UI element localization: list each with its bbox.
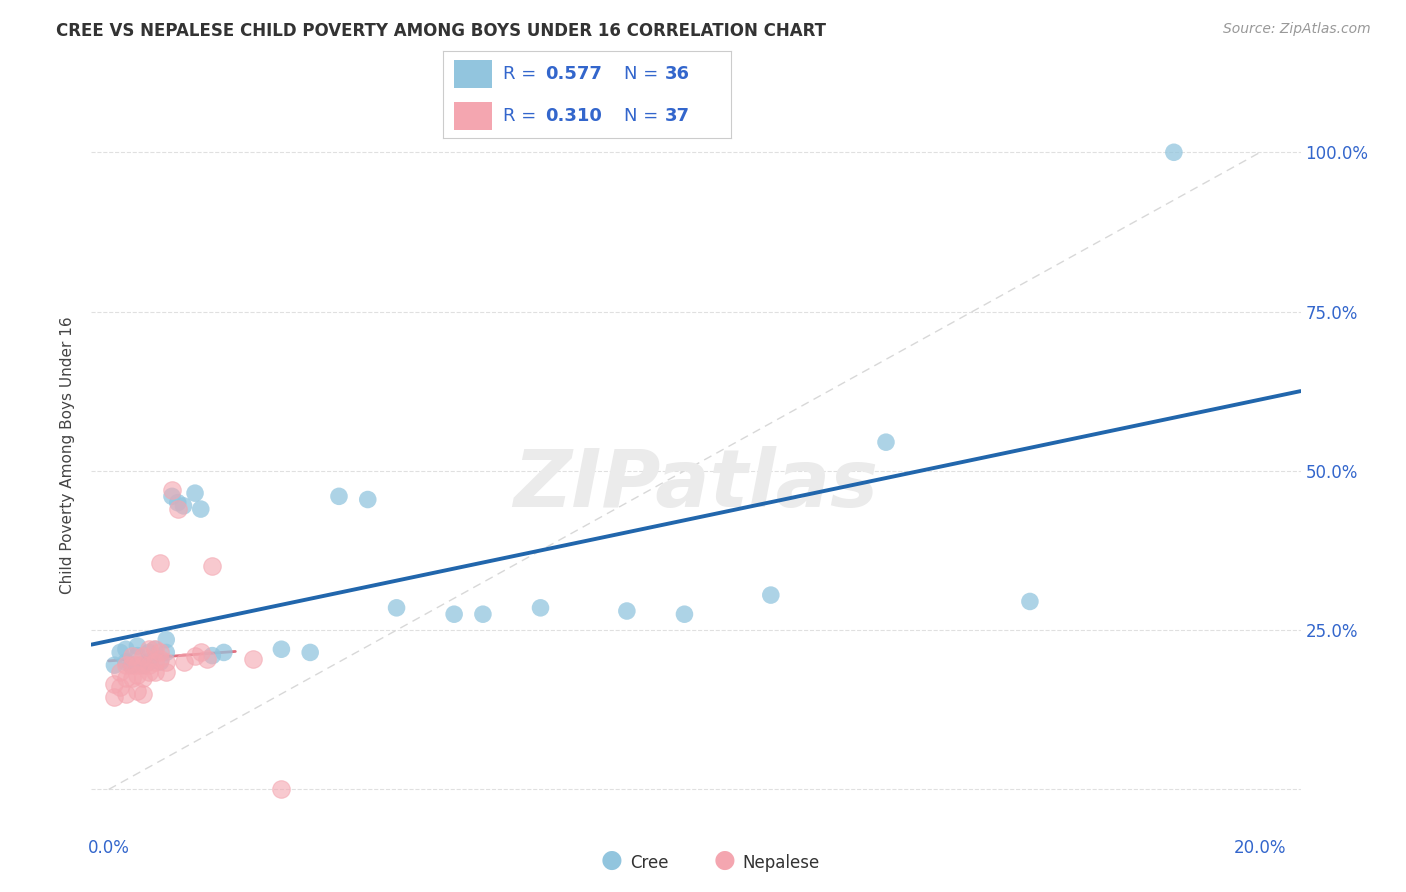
Point (160, 489, 183, 503)
Point (149, 645, 172, 659)
Point (190, 502, 212, 516)
Text: CREE VS NEPALESE CHILD POVERTY AMONG BOYS UNDER 16 CORRELATION CHART: CREE VS NEPALESE CHILD POVERTY AMONG BOY… (56, 22, 827, 40)
Point (143, 665, 166, 679)
Point (184, 486, 207, 500)
Point (212, 645, 235, 659)
Point (132, 687, 155, 701)
Point (121, 658, 143, 673)
Point (138, 645, 160, 659)
Point (155, 645, 177, 659)
Text: ●: ● (600, 848, 623, 872)
Text: ZIPatlas: ZIPatlas (513, 446, 879, 524)
Point (173, 655, 195, 669)
Point (357, 492, 380, 507)
Point (138, 642, 160, 657)
Point (616, 604, 638, 618)
Point (1163, 145, 1185, 160)
Point (270, 642, 292, 657)
Point (173, 499, 195, 513)
Point (160, 483, 183, 497)
Point (127, 658, 149, 673)
Point (115, 655, 138, 669)
Text: 0.310: 0.310 (546, 106, 602, 125)
Point (138, 665, 160, 679)
Point (195, 652, 218, 666)
Point (242, 652, 264, 666)
Text: ●: ● (713, 848, 735, 872)
Point (270, 782, 292, 797)
Point (1019, 594, 1042, 608)
Point (121, 658, 143, 673)
Text: R =: R = (503, 64, 543, 83)
Point (127, 639, 149, 653)
Point (201, 648, 224, 663)
Point (166, 502, 188, 516)
Point (155, 632, 177, 647)
Y-axis label: Child Poverty Among Boys Under 16: Child Poverty Among Boys Under 16 (60, 316, 76, 594)
Text: N =: N = (624, 64, 665, 83)
Point (138, 655, 160, 669)
Text: R =: R = (503, 106, 543, 125)
Point (190, 645, 212, 659)
Point (127, 667, 149, 681)
Text: Nepalese: Nepalese (742, 855, 820, 872)
Point (143, 642, 166, 657)
Point (115, 671, 138, 685)
Point (103, 658, 125, 673)
Bar (454, 102, 492, 129)
Point (149, 556, 172, 570)
Point (149, 655, 172, 669)
Point (299, 645, 322, 659)
Point (471, 607, 494, 622)
Point (385, 600, 408, 615)
Point (132, 671, 155, 685)
Text: 37: 37 (665, 106, 690, 125)
Point (155, 655, 177, 669)
Point (121, 658, 143, 673)
Bar (454, 60, 492, 87)
Point (328, 489, 350, 503)
Point (108, 665, 131, 679)
Point (115, 687, 138, 701)
Point (132, 648, 155, 663)
Text: N =: N = (624, 106, 665, 125)
Point (108, 645, 131, 659)
Point (149, 652, 172, 666)
Point (529, 600, 551, 615)
Point (108, 681, 131, 695)
Point (166, 496, 188, 510)
Point (127, 648, 149, 663)
Point (201, 559, 224, 574)
Point (155, 665, 177, 679)
Text: Source: ZipAtlas.com: Source: ZipAtlas.com (1223, 22, 1371, 37)
Point (759, 588, 782, 602)
Point (132, 658, 155, 673)
Point (143, 642, 166, 657)
Point (103, 690, 125, 704)
Text: Cree: Cree (630, 855, 668, 872)
Point (184, 648, 207, 663)
Point (115, 658, 138, 673)
Point (443, 607, 465, 622)
Point (127, 683, 149, 698)
Text: 0.577: 0.577 (546, 64, 602, 83)
Point (138, 658, 160, 673)
Text: 36: 36 (665, 64, 690, 83)
Point (132, 658, 155, 673)
Point (103, 677, 125, 691)
Point (673, 607, 696, 622)
Point (121, 671, 143, 685)
Point (875, 435, 897, 450)
Point (115, 642, 138, 657)
Point (143, 655, 166, 669)
Point (121, 648, 143, 663)
